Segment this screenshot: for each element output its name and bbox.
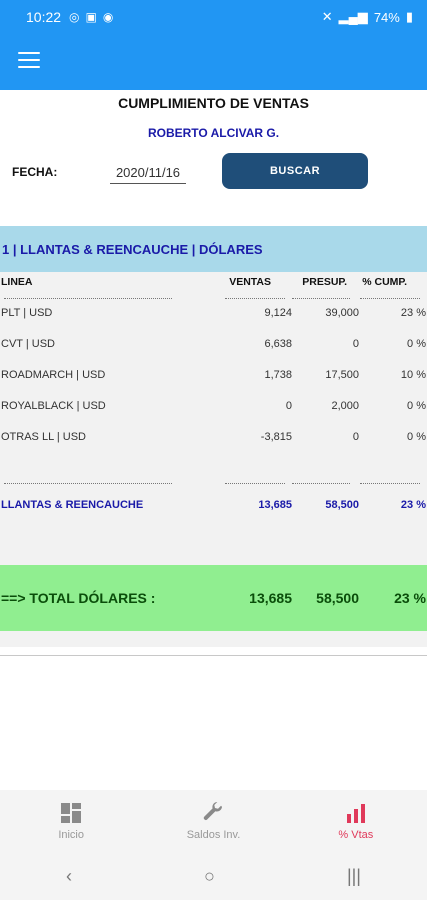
cell-ventas: 0 [285,400,292,412]
cell-ventas: -3,815 [260,431,292,443]
total-presup: 58,500 [316,590,359,606]
cell-cump: 10 % [400,369,426,381]
table-header: LINEA VENTAS PRESUP. % CUMP. [0,276,427,296]
table-row: OTRAS LL | USD -3,815 0 0 % [0,431,427,451]
app-bar [0,34,427,90]
subtotal-divider [225,483,285,484]
page-title: CUMPLIMIENTO DE VENTAS [118,95,309,111]
wrench-icon [204,802,223,820]
cell-cump: 0 % [407,400,426,412]
recent-apps-icon[interactable]: ||| [346,865,361,886]
header-divider [360,298,420,299]
message-icon: ◉ [102,10,114,24]
cell-ventas: 1,738 [264,369,292,381]
cell-linea: ROYALBLACK | USD [1,400,106,412]
dashboard-icon [61,803,82,823]
nav-vtas[interactable]: % Vtas [285,790,427,852]
cell-presup: 39,000 [325,307,359,319]
col-presup: PRESUP. [302,276,347,288]
nav-vtas-label: % Vtas [338,829,374,841]
cell-linea: PLT | USD [1,307,53,319]
system-nav-bar: ‹ ○ ||| [0,852,427,900]
cell-presup: 2,000 [331,400,359,412]
cell-linea: OTRAS LL | USD [1,431,86,443]
table-row: CVT | USD 6,638 0 0 % [0,338,427,358]
bottom-nav: Inicio Saldos Inv. % Vtas [0,790,427,852]
subtotal-divider [360,483,420,484]
whatsapp-icon: ◎ [69,10,80,24]
header-divider [292,298,350,299]
cell-cump: 0 % [407,431,426,443]
battery-icon: ▮ [405,9,413,24]
cell-linea: CVT | USD [1,338,55,350]
subtotal-ventas: 13,685 [258,499,292,511]
status-right: ✕ ▂▄▆ 74% ▮ [322,9,413,25]
cell-ventas: 9,124 [264,307,292,319]
header-divider [4,298,172,299]
cell-linea: ROADMARCH | USD [1,369,106,381]
cell-ventas: 6,638 [264,338,292,350]
nav-saldos-label: Saldos Inv. [186,829,241,841]
subtotal-divider [292,483,350,484]
col-cump: % CUMP. [362,276,407,288]
col-linea: LINEA [1,276,33,288]
header-divider [225,298,285,299]
cell-presup: 0 [352,431,359,443]
home-icon[interactable]: ○ [204,865,215,886]
nav-saldos[interactable]: Saldos Inv. [142,790,284,852]
nav-inicio-label: Inicio [58,829,84,841]
back-icon[interactable]: ‹ [66,865,73,886]
mute-icon: ✕ [321,9,333,24]
table-row: PLT | USD 9,124 39,000 23 % [0,307,427,327]
cell-presup: 17,500 [325,369,359,381]
cell-presup: 0 [352,338,359,350]
subtotal-row: LLANTAS & REENCAUCHE 13,685 58,500 23 % [0,499,427,519]
content-divider [0,655,427,656]
subtotal-linea: LLANTAS & REENCAUCHE [1,499,144,511]
battery-level: 74% [373,9,400,25]
table-row: ROADMARCH | USD 1,738 17,500 10 % [0,369,427,389]
cell-cump: 23 % [400,307,426,319]
total-label: ==> TOTAL DÓLARES : [1,590,156,606]
col-ventas: VENTAS [229,276,271,288]
signal-icon: ▂▄▆ [338,9,368,24]
subtotal-divider [4,483,172,484]
search-button[interactable]: BUSCAR [222,153,368,189]
total-cump: 23 % [394,590,426,606]
cell-cump: 0 % [407,338,426,350]
date-field[interactable] [110,162,186,184]
subtotal-presup: 58,500 [325,499,359,511]
date-label: FECHA: [12,165,58,179]
nav-inicio[interactable]: Inicio [0,790,142,852]
section-header: 1 | LLANTAS & REENCAUCHE | DÓLARES [0,226,427,272]
table-row: ROYALBLACK | USD 0 2,000 0 % [0,400,427,420]
status-time: 10:22 [26,9,62,25]
hamburger-menu-icon[interactable] [18,52,40,70]
bar-chart-icon [346,804,365,823]
status-bar: 10:22 ◎ ▣ ◉ ✕ ▂▄▆ 74% ▮ [0,0,427,34]
total-bar: ==> TOTAL DÓLARES : 13,685 58,500 23 % [0,565,427,631]
subtotal-cump: 23 % [400,499,426,511]
image-icon: ▣ [85,10,97,24]
notification-icons: ◎ ▣ ◉ [69,10,113,24]
user-name: ROBERTO ALCIVAR G. [147,126,280,140]
total-ventas: 13,685 [249,590,292,606]
